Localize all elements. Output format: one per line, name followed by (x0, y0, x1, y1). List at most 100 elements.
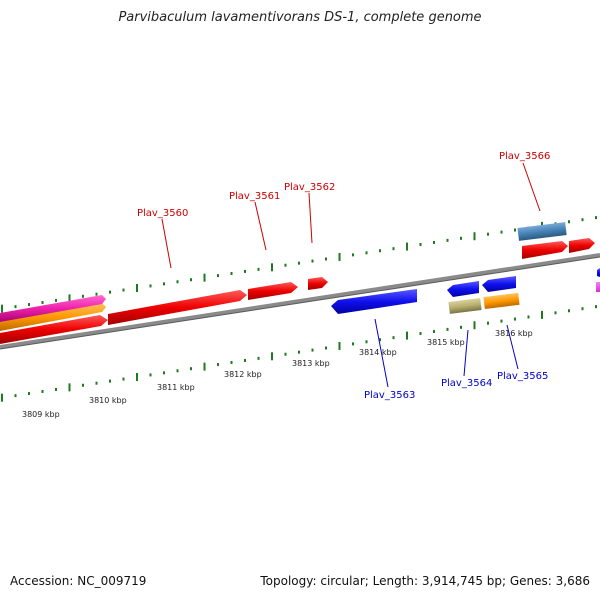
gene-forward-partial-left[interactable] (0, 315, 108, 344)
reverse-minor-tick (514, 317, 516, 321)
forward-minor-tick (311, 259, 314, 263)
kbp-label-3809: 3809 kbp (22, 410, 60, 419)
reverse-major-tick (1, 393, 3, 402)
forward-minor-tick (568, 220, 570, 224)
forward-minor-tick (446, 238, 449, 242)
reverse-major-tick (271, 352, 273, 361)
kbp-label-3816: 3816 kbp (495, 329, 533, 338)
reverse-minor-tick (311, 348, 314, 352)
genome-title: Parvibaculum lavamentivorans DS-1, compl… (118, 10, 482, 25)
reverse-minor-tick (379, 338, 381, 342)
reverse-minor-tick (163, 371, 165, 375)
kbp-label-3811: 3811 kbp (157, 383, 195, 392)
reverse-minor-tick (392, 336, 395, 340)
reverse-minor-tick (325, 346, 327, 350)
label-line-plav-3566 (522, 162, 541, 212)
reverse-minor-tick (109, 379, 111, 383)
gene-label-plav-3565[interactable]: Plav_3565 (497, 371, 548, 382)
label-line-plav-3564 (463, 329, 469, 377)
forward-minor-tick (14, 305, 17, 309)
forward-minor-tick (487, 232, 489, 236)
kbp-label-3815: 3815 kbp (427, 338, 465, 347)
forward-minor-tick (55, 298, 57, 302)
forward-minor-tick (325, 257, 327, 261)
forward-minor-tick (95, 292, 98, 296)
label-line-plav-3563 (374, 318, 389, 388)
gene-plav-3561[interactable] (248, 282, 298, 300)
forward-minor-tick (419, 243, 422, 247)
feature-orange-track[interactable] (0, 303, 106, 331)
genome-backbone (0, 253, 600, 349)
forward-major-tick (203, 273, 206, 282)
gene-plav-3566[interactable] (522, 241, 568, 259)
reverse-minor-tick (230, 361, 233, 365)
gene-plav-3562[interactable] (308, 277, 328, 290)
label-line-plav-3565 (506, 324, 519, 370)
forward-major-tick (1, 304, 3, 313)
gene-plav-3560[interactable] (108, 290, 247, 325)
reverse-minor-tick (446, 327, 449, 331)
forward-major-tick (68, 294, 71, 303)
genome-backbone-shadow (0, 256, 600, 350)
forward-major-tick (338, 252, 341, 261)
reverse-minor-tick (82, 383, 84, 387)
gene-forward-partial-right[interactable] (569, 238, 595, 253)
reverse-minor-tick (568, 309, 570, 313)
kbp-label-3813: 3813 kbp (292, 359, 330, 368)
forward-tick-track (1, 216, 597, 313)
gene-plav-3563[interactable] (331, 289, 417, 314)
gene-label-plav-3561[interactable]: Plav_3561 (229, 191, 280, 202)
forward-major-tick (473, 232, 476, 241)
forward-minor-tick (163, 282, 165, 286)
forward-major-tick (136, 283, 138, 292)
gene-label-plav-3564[interactable]: Plav_3564 (441, 378, 492, 389)
gene-plav-3565[interactable] (482, 276, 516, 292)
reverse-minor-tick (244, 358, 246, 362)
forward-minor-tick (217, 274, 219, 278)
label-line-plav-3561 (254, 201, 267, 251)
gene-reverse-partial-right[interactable] (597, 268, 600, 277)
gene-label-plav-3560[interactable]: Plav_3560 (137, 208, 188, 219)
reverse-minor-tick (298, 350, 300, 354)
feature-orange-plav-3565[interactable] (483, 292, 520, 310)
forward-minor-tick (284, 263, 287, 267)
reverse-minor-tick (217, 363, 219, 367)
reverse-minor-tick (14, 394, 17, 398)
reverse-minor-tick (487, 321, 489, 325)
gene-label-plav-3562[interactable]: Plav_3562 (284, 182, 335, 193)
forward-minor-tick (298, 261, 300, 265)
forward-minor-tick (109, 290, 111, 294)
gene-label-plav-3566[interactable]: Plav_3566 (499, 151, 550, 162)
feature-magenta-edge[interactable] (596, 282, 600, 292)
kbp-label-3812: 3812 kbp (224, 370, 262, 379)
forward-minor-tick (149, 284, 152, 288)
forward-minor-tick (514, 228, 516, 232)
forward-minor-tick (379, 249, 381, 253)
reverse-minor-tick (554, 311, 557, 315)
forward-minor-tick (581, 218, 584, 222)
forward-minor-tick (433, 240, 435, 244)
reverse-minor-tick (122, 377, 125, 381)
reverse-major-tick (136, 372, 138, 381)
forward-minor-tick (352, 253, 354, 257)
reverse-tick-track (1, 305, 597, 402)
kbp-label-3810: 3810 kbp (89, 396, 127, 405)
reverse-minor-tick (581, 307, 584, 311)
forward-minor-tick (176, 280, 179, 284)
reverse-minor-tick (149, 373, 152, 377)
feature-khaki-plav-3564[interactable] (448, 298, 482, 314)
forward-minor-tick (82, 294, 84, 298)
reverse-minor-tick (527, 315, 530, 319)
feature-pink-track[interactable] (0, 295, 106, 322)
gene-label-plav-3563[interactable]: Plav_3563 (364, 390, 415, 401)
gene-plav-3564[interactable] (447, 281, 479, 297)
reverse-major-tick (68, 383, 71, 392)
genome-stats-text: Topology: circular; Length: 3,914,745 bp… (260, 574, 590, 588)
reverse-major-tick (338, 341, 341, 350)
forward-minor-tick (122, 288, 125, 292)
label-line-plav-3560 (161, 218, 172, 269)
reverse-minor-tick (41, 389, 44, 393)
feature-steel-plav-3566[interactable] (517, 222, 567, 241)
